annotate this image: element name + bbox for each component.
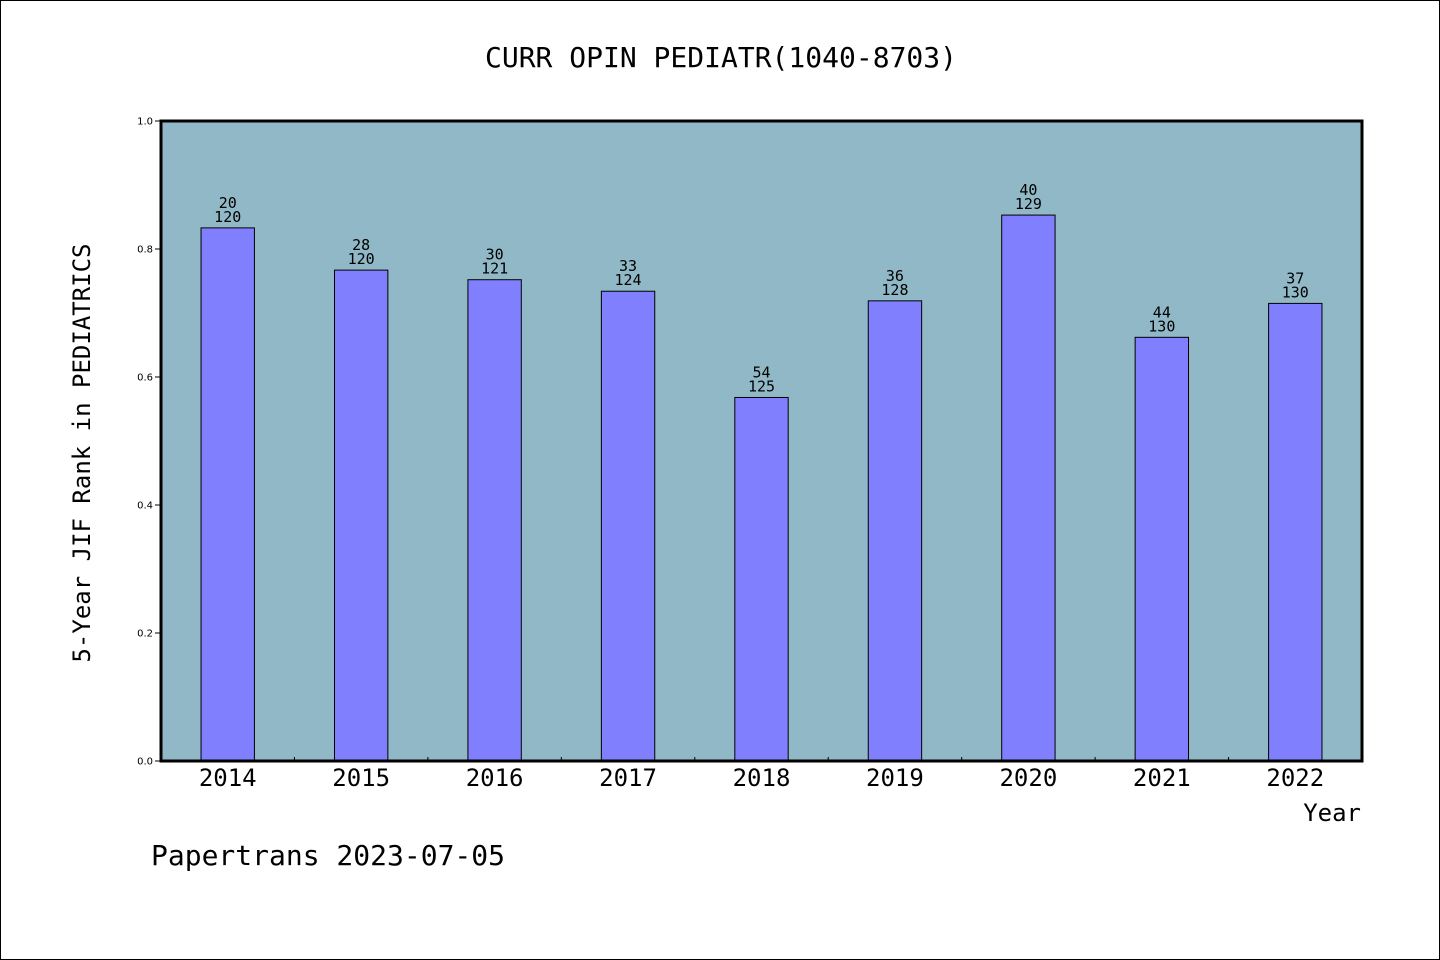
bar-rank-label: 33: [619, 257, 637, 275]
y-axis-ticks: 0.0 0.2 0.4 0.6 0.8 1.0: [137, 117, 161, 768]
x-axis-label: Year: [1303, 799, 1361, 827]
chart-title: CURR OPIN PEDIATR(1040-8703): [485, 41, 957, 74]
bar-rank-label: 20: [219, 194, 237, 212]
x-tick-label: 2017: [599, 764, 657, 792]
bar-rank-label: 40: [1019, 181, 1037, 199]
x-axis-ticks: 2014 2015 2016 2017 2018 2019 2020 2021 2022: [199, 757, 1324, 792]
bar-rank-label: 28: [352, 236, 370, 254]
bar-2022: [1268, 302, 1323, 762]
y-tick-label: 0.8: [137, 245, 153, 256]
x-tick-label: 2018: [733, 764, 791, 792]
bar-total-label: 120: [348, 250, 375, 268]
y-tick-label: 0.6: [137, 373, 153, 384]
bar-total-label: 121: [481, 260, 508, 278]
credit-text: Papertrans 2023-07-05: [151, 839, 505, 872]
bar-total-label: 129: [1015, 195, 1042, 213]
bar-2016: [467, 279, 522, 762]
x-tick-label: 2015: [332, 764, 390, 792]
x-tick-label: 2019: [866, 764, 924, 792]
y-tick-label: 0.0: [137, 757, 153, 768]
bar-rank-label: 30: [486, 246, 504, 264]
bars-layer: [200, 214, 1323, 762]
y-tick-label: 0.4: [137, 501, 153, 512]
bar-2018: [734, 396, 789, 762]
bar-2020: [1001, 214, 1056, 762]
bar-2014: [200, 227, 255, 762]
bar-total-label: 130: [1282, 283, 1309, 301]
bar-rank-label: 37: [1286, 269, 1304, 287]
bar-total-label: 125: [748, 377, 775, 395]
x-tick-label: 2021: [1133, 764, 1191, 792]
x-tick-label: 2020: [999, 764, 1057, 792]
bar-rank-label: 54: [752, 363, 770, 381]
y-tick-label: 1.0: [137, 117, 153, 128]
bar-total-label: 130: [1148, 317, 1175, 335]
x-tick-label: 2016: [466, 764, 524, 792]
bar-total-label: 120: [214, 208, 241, 226]
bar-rank-label: 36: [886, 267, 904, 285]
bar-total-label: 124: [615, 271, 642, 289]
bar-2015: [333, 269, 389, 762]
x-tick-label: 2022: [1266, 764, 1324, 792]
x-tick-label: 2014: [199, 764, 257, 792]
y-tick-label: 0.2: [137, 629, 153, 640]
bar-2017: [600, 290, 656, 762]
y-axis-label: 5-Year JIF Rank in PEDIATRICS: [68, 243, 96, 662]
bar-2019: [867, 300, 923, 762]
plot-frame: [159, 119, 1364, 763]
bar-total-label: 128: [881, 281, 908, 299]
bar-rank-label: 44: [1153, 303, 1171, 321]
bar-2021: [1134, 336, 1190, 762]
